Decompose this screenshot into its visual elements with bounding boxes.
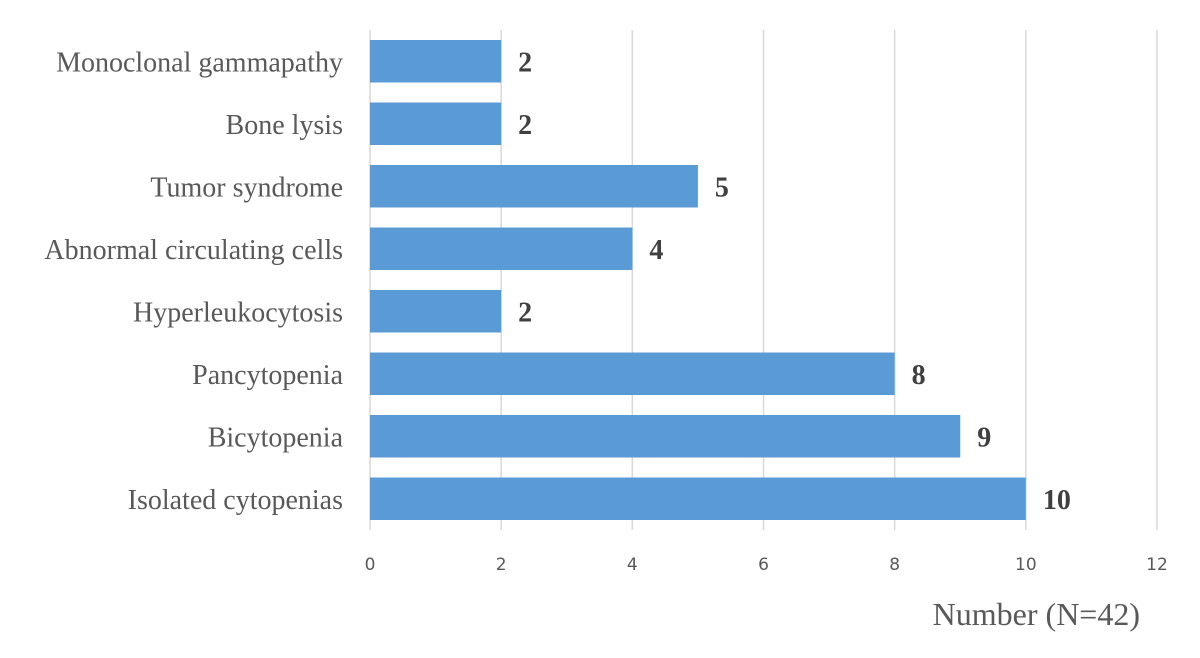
bar xyxy=(370,227,633,270)
category-label: Tumor syndrome xyxy=(150,172,343,203)
x-tick-label: 10 xyxy=(1015,555,1037,575)
category-label: Abnormal circulating cells xyxy=(44,235,343,266)
x-tick-label: 12 xyxy=(1146,555,1168,575)
bar xyxy=(370,165,698,208)
x-tick-labels: 0 2 4 6 8 10 12 xyxy=(365,555,1168,575)
bar xyxy=(370,352,895,395)
x-tick-label: 8 xyxy=(889,555,900,575)
bar-value-label: 2 xyxy=(518,297,532,328)
bar xyxy=(370,415,961,458)
bar-value-label: 2 xyxy=(518,110,532,141)
bar xyxy=(370,40,502,83)
bar-value-label: 9 xyxy=(977,422,991,453)
category-labels: Monoclonal gammapathy Bone lysis Tumor syn… xyxy=(44,47,343,516)
category-label: Monoclonal gammapathy xyxy=(56,47,343,78)
category-label: Bone lysis xyxy=(226,110,343,141)
bar-value-label: 10 xyxy=(1043,485,1071,516)
bar-value-label: 4 xyxy=(649,235,663,266)
x-tick-label: 0 xyxy=(365,555,376,575)
x-tick-label: 6 xyxy=(758,555,769,575)
data-labels: 2 2 5 4 2 8 9 10 xyxy=(518,47,1071,516)
bar-value-label: 5 xyxy=(715,172,729,203)
category-label: Isolated cytopenias xyxy=(128,485,343,516)
bars xyxy=(370,40,1026,520)
category-label: Pancytopenia xyxy=(192,360,343,391)
bar xyxy=(370,477,1026,520)
bar-value-label: 2 xyxy=(518,47,532,78)
x-tick-label: 2 xyxy=(496,555,507,575)
category-label: Bicytopenia xyxy=(208,422,344,453)
bar xyxy=(370,102,502,145)
x-tick-label: 4 xyxy=(627,555,638,575)
bar-value-label: 8 xyxy=(912,360,926,391)
x-axis-title: Number (N=42) xyxy=(933,596,1140,632)
bar xyxy=(370,290,502,333)
category-label: Hyperleukocytosis xyxy=(133,297,343,328)
